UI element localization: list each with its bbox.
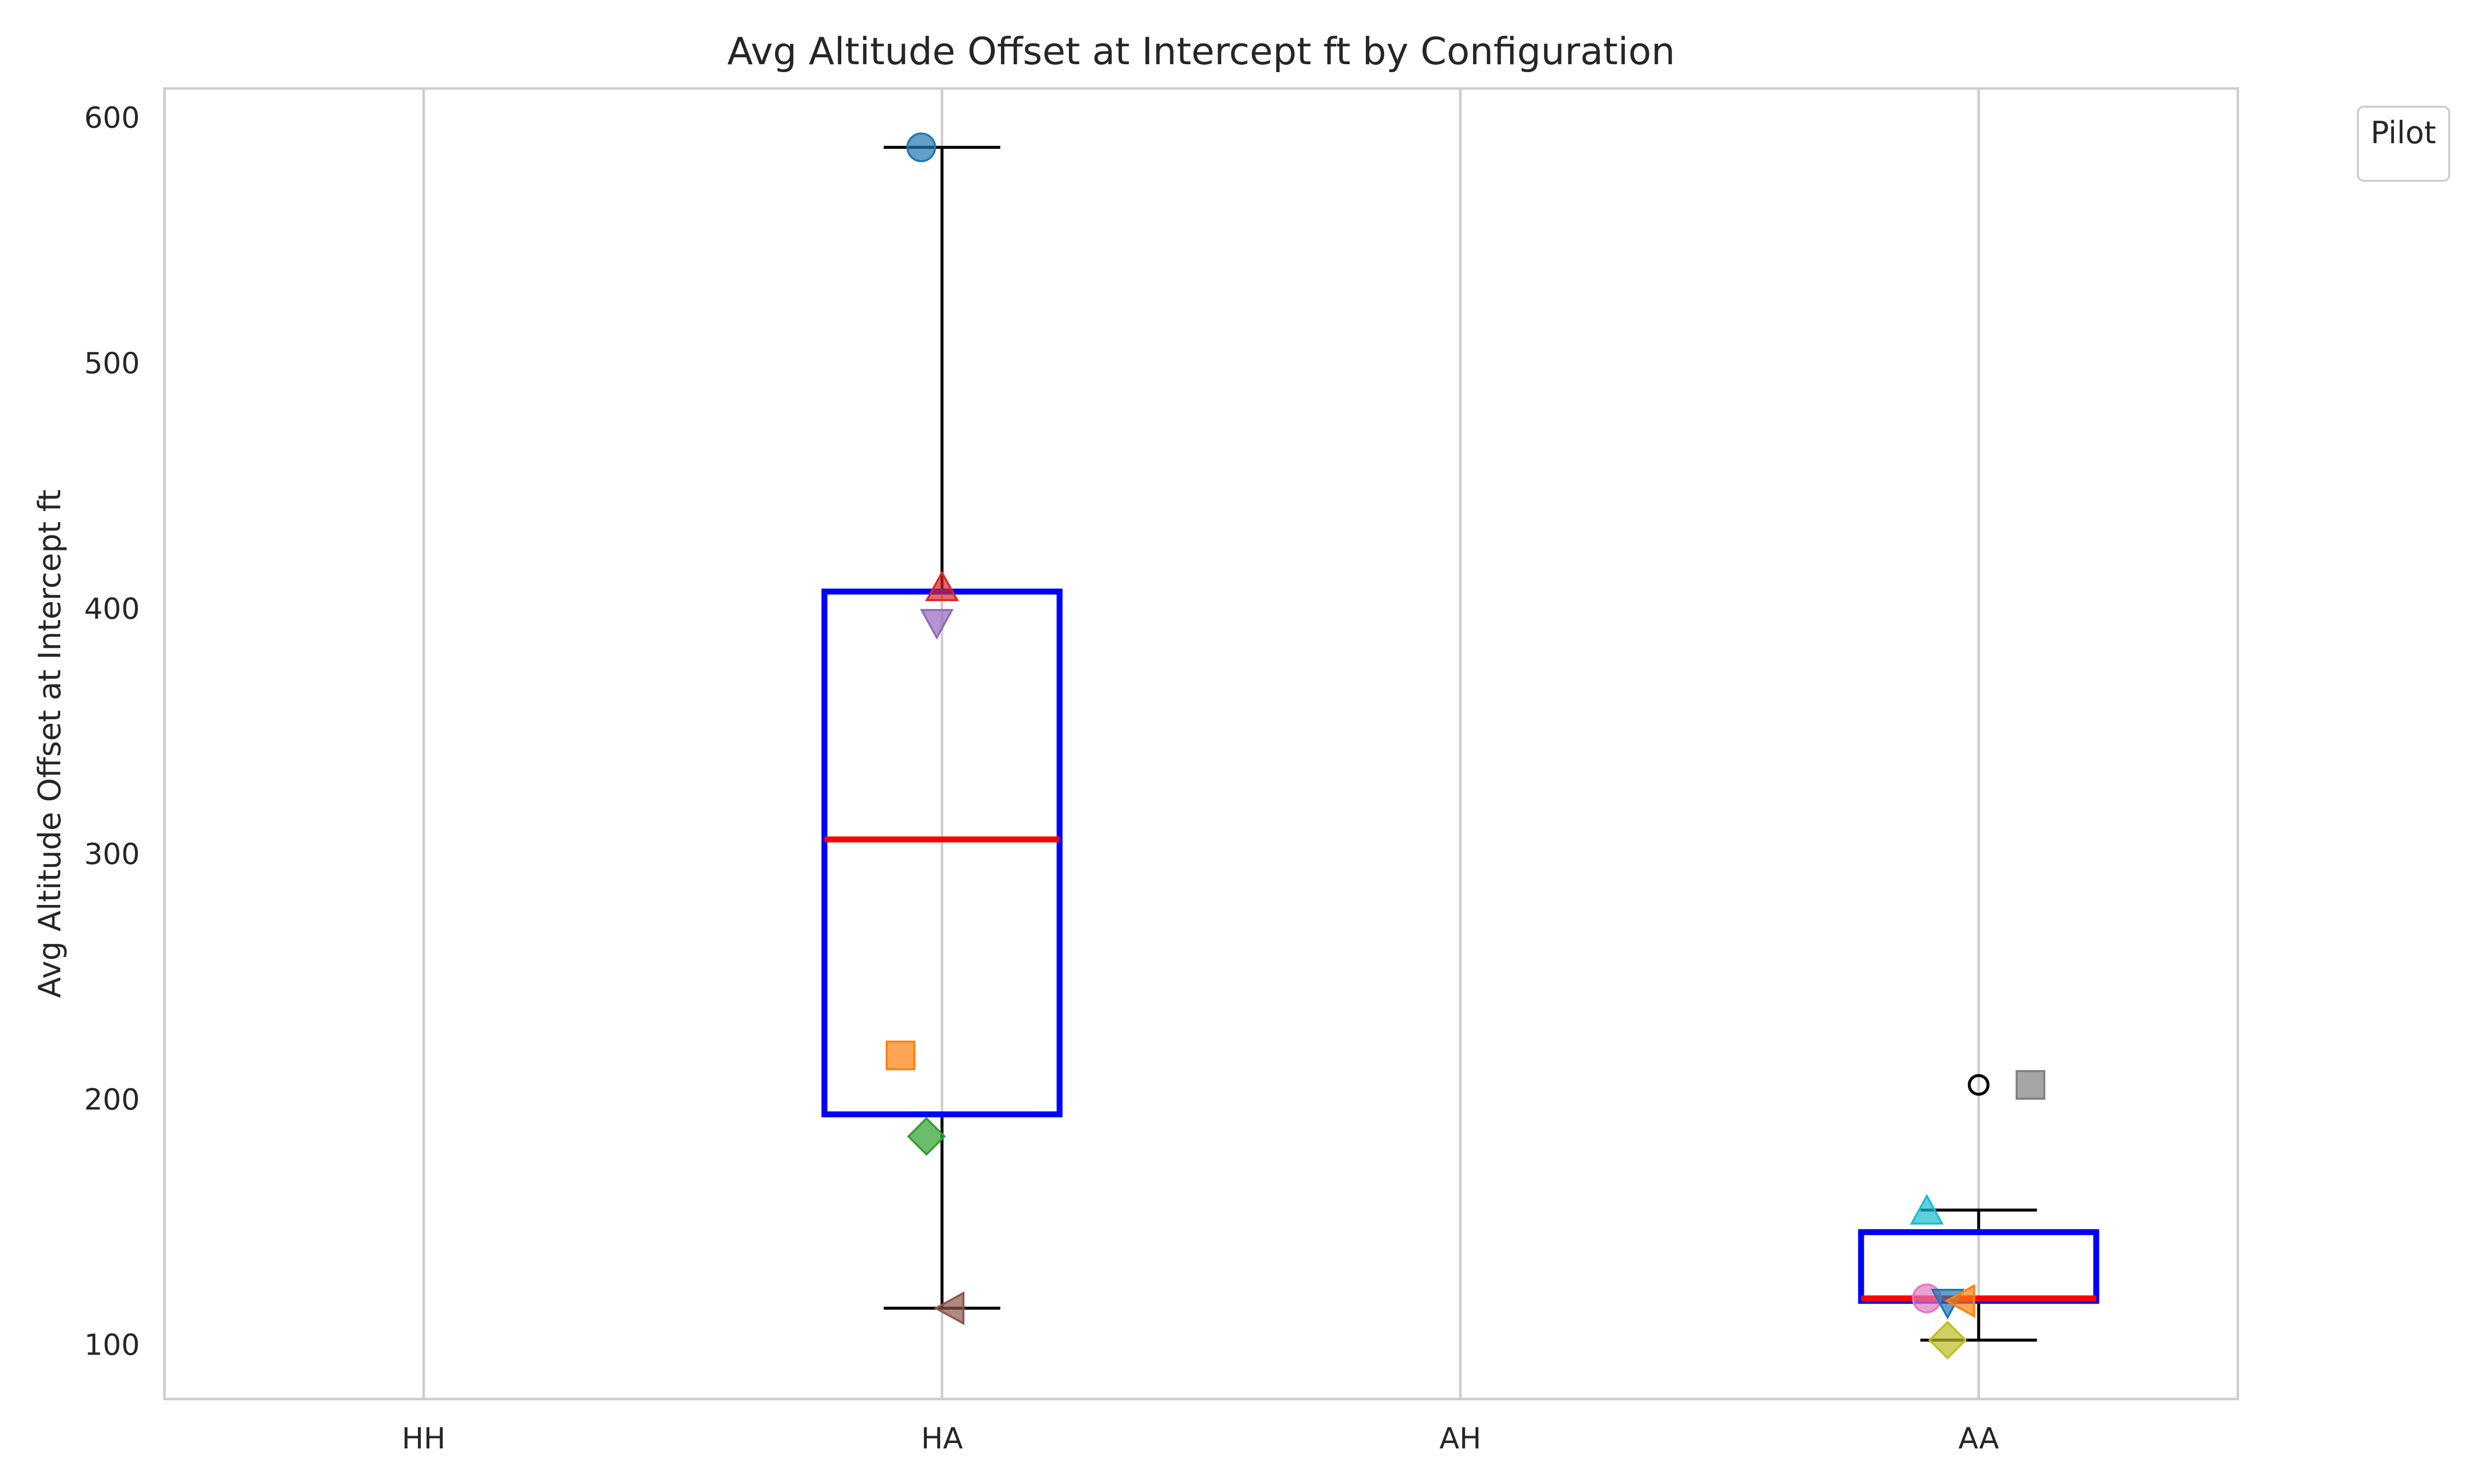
point-ha-4	[920, 609, 954, 640]
x-tick-label-aa: AA	[1958, 1421, 1999, 1455]
point-layer	[885, 132, 2046, 1360]
chart-title: Avg Altitude Offset at Intercept ft by C…	[727, 29, 1675, 73]
y-tick-label-600: 600	[84, 101, 140, 135]
point-ha-2	[907, 1117, 946, 1156]
point-aa-11	[2016, 1070, 2046, 1100]
x-tick-label-hh: HH	[402, 1421, 446, 1455]
point-ha-1	[885, 1040, 915, 1071]
point-aa-9	[1944, 1284, 1976, 1318]
point-ha-3	[925, 570, 959, 601]
y-tick-label-300: 300	[84, 837, 140, 871]
point-ha-5	[934, 1291, 965, 1325]
y-tick-label-200: 200	[84, 1082, 140, 1116]
plot-frame	[163, 87, 2239, 1401]
legend-title: Pilot	[2371, 115, 2436, 151]
legend-box	[2357, 106, 2450, 182]
y-tick-label-500: 500	[84, 346, 140, 380]
x-tick-label-ha: HA	[921, 1421, 963, 1455]
tick-layer: HH HA AH AA 100 200 300 400 500 600	[84, 101, 1999, 1455]
y-tick-label-100: 100	[84, 1328, 140, 1362]
legend: Pilot	[2357, 106, 2450, 182]
y-tick-label-400: 400	[84, 591, 140, 625]
point-aa-6	[1910, 1194, 1944, 1225]
point-ha-0	[906, 132, 936, 163]
y-axis-title: Avg Altitude Offset at Intercept ft	[32, 490, 68, 998]
point-aa-10	[1928, 1320, 1967, 1360]
outlier-aa-0	[1968, 1074, 1990, 1096]
x-tick-label-ah: AH	[1440, 1421, 1482, 1455]
